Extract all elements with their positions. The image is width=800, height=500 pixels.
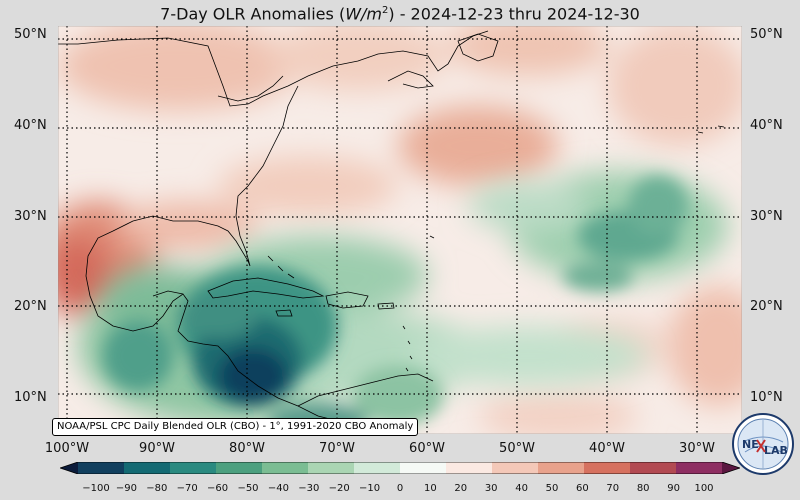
colorbar-tick-label: −100	[82, 483, 110, 494]
colorbar-segment	[584, 462, 631, 474]
colorbar-segment	[676, 462, 723, 474]
colorbar-tick-label: 30	[484, 483, 498, 494]
colorbar-tick-label: 10	[424, 483, 437, 494]
colorbar-segment	[78, 462, 125, 474]
lat-label-40n-right: 40°N	[750, 118, 783, 133]
lat-label-40n-left: 40°N	[14, 118, 47, 133]
colorbar-segment	[216, 462, 263, 474]
colorbar-tick-label: −10	[359, 483, 381, 494]
graticule	[58, 26, 742, 434]
colorbar	[60, 462, 740, 474]
colorbar-tick-label: 80	[636, 483, 650, 494]
lat-label-30n-left: 30°N	[14, 209, 47, 224]
lat-label-10n-right: 10°N	[750, 390, 783, 405]
lon-label-90w: 90°W	[139, 441, 175, 456]
colorbar-tick-label: −90	[115, 483, 137, 494]
colorbar-tick-label: −20	[328, 483, 350, 494]
colorbar-tick-label: 40	[515, 483, 528, 494]
lat-label-50n-right: 50°N	[750, 27, 783, 42]
colorbar-tick-label: −60	[207, 483, 229, 494]
colorbar-tick-label: 50	[545, 483, 559, 494]
olr-anomaly-map	[58, 26, 742, 434]
colorbar-segment	[308, 462, 355, 474]
colorbar-segment	[170, 462, 217, 474]
colorbar-segment	[400, 462, 447, 474]
colorbar-tick-label: −70	[176, 483, 198, 494]
colorbar-tick-label: 70	[606, 483, 620, 494]
colorbar-tick-label: −50	[237, 483, 259, 494]
colorbar-segment	[354, 462, 401, 474]
lon-label-50w: 50°W	[499, 441, 535, 456]
colorbar-segment	[446, 462, 493, 474]
lat-label-20n-left: 20°N	[14, 299, 47, 314]
lat-label-30n-right: 30°N	[750, 209, 783, 224]
colorbar-extend-max	[722, 462, 740, 474]
colorbar-segment	[262, 462, 309, 474]
strong-negative-anomaly-core	[103, 176, 688, 434]
lon-label-100w: 100°W	[44, 441, 90, 456]
colorbar-tick-label: 0	[396, 483, 404, 494]
colorbar-tick-label: 60	[576, 483, 589, 494]
colorbar-extend-min	[60, 462, 78, 474]
lat-label-50n-left: 50°N	[14, 27, 47, 42]
lon-label-70w: 70°W	[319, 441, 355, 456]
positive-anomaly-field	[58, 26, 742, 434]
colorbar-segment	[124, 462, 171, 474]
map-panel	[58, 26, 742, 434]
lon-label-80w: 80°W	[229, 441, 265, 456]
lon-label-60w: 60°W	[409, 441, 445, 456]
lat-label-20n-right: 20°N	[750, 299, 783, 314]
logo-text-left: NE	[742, 438, 759, 451]
colorbar-tick-label: 100	[694, 483, 714, 494]
nexlab-logo: NE LAB	[731, 412, 795, 476]
coastlines	[58, 30, 725, 427]
data-source-credit: NOAA/PSL CPC Daily Blended OLR (CBO) - 1…	[52, 418, 419, 436]
colorbar-segment	[538, 462, 585, 474]
colorbar-tick-label: 90	[667, 483, 680, 494]
colorbar-tick-label: −40	[267, 483, 289, 494]
lat-label-10n-left: 10°N	[14, 390, 47, 405]
colorbar-tick-label: 20	[454, 483, 468, 494]
lon-label-30w: 30°W	[679, 441, 715, 456]
colorbar-segment	[492, 462, 539, 474]
logo-text-right: LAB	[764, 444, 788, 457]
colorbar-segment	[630, 462, 677, 474]
colorbar-tick-label: −30	[298, 483, 320, 494]
colorbar-tick-label: −80	[146, 483, 168, 494]
lon-label-40w: 40°W	[589, 441, 625, 456]
map-title: 7-Day OLR Anomalies (W/m2) - 2024-12-23 …	[160, 4, 640, 24]
